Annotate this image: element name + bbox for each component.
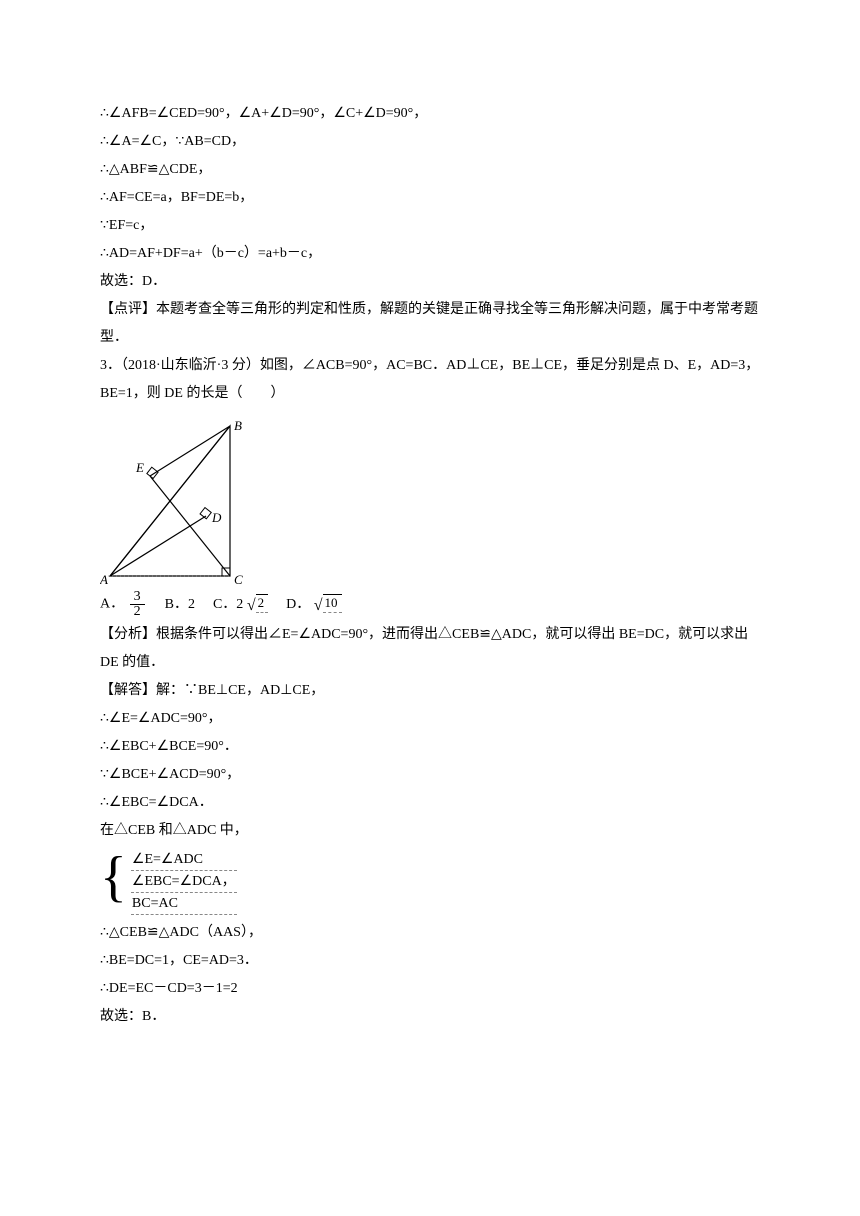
radical-tick-icon: √	[314, 598, 323, 614]
fraction-den: 2	[130, 605, 145, 619]
body-line: ∴△ABF≌△CDE，	[100, 156, 760, 184]
solve-label: 【解答】	[100, 683, 156, 698]
body-line: ∴∠A=∠C，∵AB=CD，	[100, 128, 760, 156]
body-line: ∵EF=c，	[100, 212, 760, 240]
system-line: BC=AC	[131, 893, 237, 915]
label-d: D	[211, 510, 222, 525]
solution-line: ∴BE=DC=1，CE=AD=3．	[100, 947, 760, 975]
fraction-icon: 3 2	[130, 590, 145, 619]
option-b: B．2	[165, 591, 195, 619]
analysis-block: 【分析】根据条件可以得出∠E=∠ADC=90°，进而得出△CEB≌△ADC，就可…	[100, 621, 760, 677]
analysis-label: 【分析】	[100, 627, 156, 642]
solution-line: 在△CEB 和△ADC 中，	[100, 817, 760, 845]
radical-icon: √ 10	[314, 595, 342, 613]
fraction-num: 3	[130, 590, 145, 605]
options-row: A． 3 2 B．2 C．2 √ 2 D． √ 10	[100, 590, 760, 619]
option-a: A． 3 2	[100, 590, 147, 619]
solution-line: ∴∠EBC+∠BCE=90°．	[100, 733, 760, 761]
solution-line: 【解答】解：∵BE⊥CE，AD⊥CE，	[100, 677, 760, 705]
option-d: D． √ 10	[286, 591, 341, 619]
equation-system: { ∠E=∠ADC ∠EBC=∠DCA， BC=AC	[100, 849, 760, 915]
option-a-prefix: A．	[100, 597, 124, 612]
radical-tick-icon: √	[247, 598, 256, 614]
radical-icon: √ 2	[247, 595, 268, 613]
label-e: E	[135, 460, 144, 475]
radical-arg: 2	[256, 594, 269, 613]
body-line: ∴∠AFB=∠CED=90°，∠A+∠D=90°，∠C+∠D=90°，	[100, 100, 760, 128]
solution-line: ∴△CEB≌△ADC（AAS），	[100, 919, 760, 947]
solution-line: ∴DE=EC－CD=3－1=2	[100, 975, 760, 1003]
radical-arg: 10	[323, 594, 342, 613]
system-line: ∠EBC=∠DCA，	[131, 871, 237, 893]
label-b: B	[234, 418, 242, 433]
question-stem: 3．（2018·山东临沂·3 分）如图，∠ACB=90°，AC=BC．AD⊥CE…	[100, 352, 760, 408]
solution-line: ∵∠BCE+∠ACD=90°，	[100, 761, 760, 789]
system-line: ∠E=∠ADC	[131, 849, 237, 871]
option-c: C．2 √ 2	[213, 591, 268, 619]
triangle-figure: A B C D E	[100, 416, 270, 586]
review-block: 【点评】本题考查全等三角形的判定和性质，解题的关键是正确寻找全等三角形解决问题，…	[100, 296, 760, 352]
body-line: ∴AF=CE=a，BF=DE=b，	[100, 184, 760, 212]
review-label: 【点评】	[100, 302, 156, 317]
label-a: A	[100, 572, 108, 586]
left-brace-icon: {	[100, 849, 127, 915]
analysis-text: 根据条件可以得出∠E=∠ADC=90°，进而得出△CEB≌△ADC，就可以得出 …	[100, 627, 748, 670]
solution-line: ∴∠E=∠ADC=90°，	[100, 705, 760, 733]
label-c: C	[234, 572, 243, 586]
solve-text: 解：∵BE⊥CE，AD⊥CE，	[156, 683, 324, 698]
option-c-prefix: C．2	[213, 597, 243, 612]
solution-line: ∴∠EBC=∠DCA．	[100, 789, 760, 817]
body-line: ∴AD=AF+DF=a+（b－c）=a+b－c，	[100, 240, 760, 268]
answer-line: 故选：D．	[100, 268, 760, 296]
option-d-prefix: D．	[286, 597, 310, 612]
review-text: 本题考查全等三角形的判定和性质，解题的关键是正确寻找全等三角形解决问题，属于中考…	[100, 302, 758, 345]
answer-line: 故选：B．	[100, 1003, 760, 1031]
